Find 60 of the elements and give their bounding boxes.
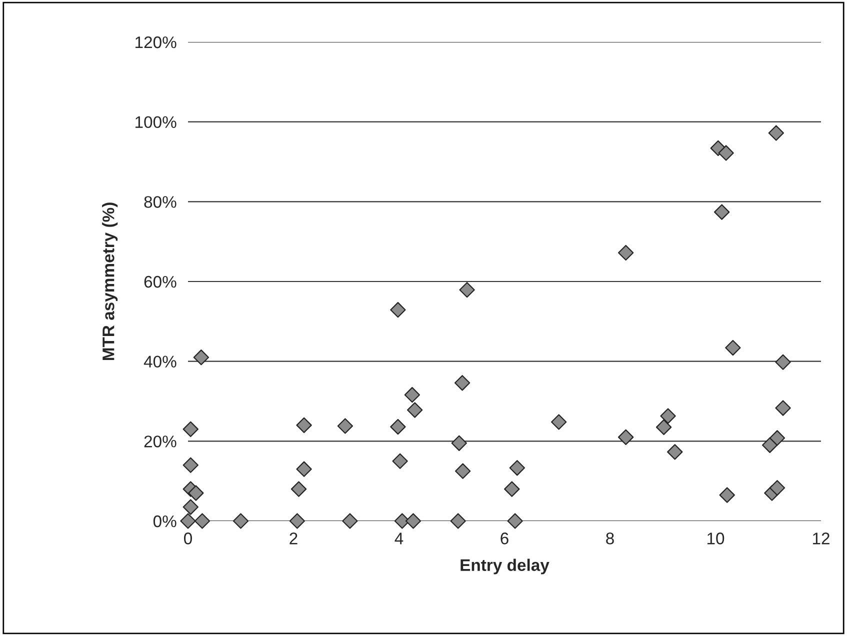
point xyxy=(656,419,672,436)
point xyxy=(404,387,420,403)
point xyxy=(337,418,354,434)
point xyxy=(507,513,523,529)
y-tick-label: 120% xyxy=(136,36,176,48)
point xyxy=(390,302,406,318)
y-tick-label: 80% xyxy=(144,196,176,208)
y-tick-label: 40% xyxy=(144,356,176,368)
point xyxy=(550,414,567,430)
point xyxy=(193,350,210,366)
x-tick-label: 0 xyxy=(184,532,192,544)
point xyxy=(667,444,683,460)
point xyxy=(454,463,471,479)
x-tick-label: 6 xyxy=(500,532,508,544)
y-axis-title: MTR asymmetry (%) xyxy=(102,202,118,360)
y-tick-label: 20% xyxy=(144,436,176,448)
point xyxy=(459,282,475,298)
point xyxy=(660,408,676,424)
point xyxy=(289,513,306,529)
x-tick-label: 10 xyxy=(708,532,724,544)
point xyxy=(392,453,408,469)
point xyxy=(296,461,312,477)
point xyxy=(405,513,422,529)
point xyxy=(182,457,198,473)
point xyxy=(180,513,196,529)
point xyxy=(714,204,730,220)
x-tick-label: 8 xyxy=(606,532,614,544)
point xyxy=(509,460,525,476)
point xyxy=(769,430,786,446)
y-tick-label: 100% xyxy=(136,116,176,128)
point xyxy=(406,402,423,418)
point xyxy=(188,485,204,501)
x-tick-label: 4 xyxy=(394,532,404,544)
point xyxy=(769,480,786,496)
y-tick-label: 60% xyxy=(144,276,176,288)
x-axis-title: Entry delay xyxy=(460,558,550,574)
point xyxy=(342,513,358,529)
point xyxy=(762,437,778,453)
point xyxy=(232,513,249,529)
point xyxy=(775,400,791,416)
point xyxy=(296,417,312,434)
point xyxy=(182,421,198,438)
point xyxy=(618,244,634,261)
x-tick-label: 12 xyxy=(813,532,830,544)
point xyxy=(718,145,734,161)
point xyxy=(775,354,791,370)
point xyxy=(768,125,784,141)
point xyxy=(390,418,406,435)
point xyxy=(194,513,210,529)
point xyxy=(725,340,741,356)
point xyxy=(719,487,735,503)
point xyxy=(290,481,307,497)
point xyxy=(451,435,467,451)
point xyxy=(182,499,198,515)
point xyxy=(618,429,634,446)
x-tick-label: 2 xyxy=(290,532,298,544)
point xyxy=(454,375,470,391)
y-tick-label: 0% xyxy=(153,515,176,528)
point xyxy=(504,481,520,497)
point xyxy=(450,513,466,529)
